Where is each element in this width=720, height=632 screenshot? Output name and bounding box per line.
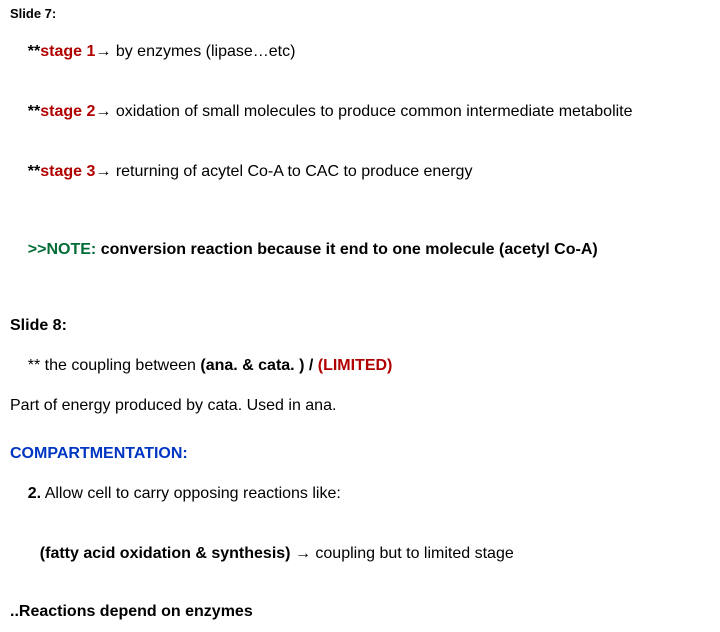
spacer (10, 434, 710, 444)
slide8-l1-pre: ** the coupling between (28, 357, 201, 374)
note-prefix: >>NOTE: (28, 241, 96, 258)
stage1-label: stage 1 (40, 43, 95, 60)
stage3-arrow: → (95, 163, 111, 180)
compartmentation-footer: ..Reactions depend on enzymes (10, 602, 710, 622)
spacer (10, 280, 710, 298)
compartmentation-num: 2. (28, 485, 41, 502)
document-page: Slide 7: **stage 1→ by enzymes (lipase…e… (0, 0, 720, 632)
slide8-l1-lim: (LIMITED) (318, 357, 393, 374)
stage3-label: stage 3 (40, 163, 95, 180)
stage2-prefix: ** (28, 103, 40, 120)
stage2-line: **stage 2→ oxidation of small molecules … (10, 82, 710, 142)
stage1-text: by enzymes (lipase…etc) (111, 43, 295, 60)
spacer (10, 584, 710, 602)
slide8-heading: Slide 8: (10, 316, 710, 336)
stage3-prefix: ** (28, 163, 40, 180)
slide8-l1-paren: (ana. & cata. ) (200, 357, 304, 374)
compartmentation-sub-paren: (fatty acid oxidation & synthesis) (40, 545, 291, 562)
stage3-line: **stage 3→ returning of acytel Co-A to C… (10, 142, 710, 202)
slide8-line2: Part of energy produced by cata. Used in… (10, 396, 710, 416)
stage1-line: **stage 1→ by enzymes (lipase…etc) (10, 22, 710, 82)
spacer (10, 298, 710, 316)
slide8-line1: ** the coupling between (ana. & cata. ) … (10, 336, 710, 396)
slide8-l1-slash: / (304, 357, 317, 374)
compartmentation-heading: COMPARTMENTATION: (10, 444, 710, 464)
compartmentation-sub-arrow: → (291, 545, 316, 562)
note-line: >>NOTE: conversion reaction because it e… (10, 220, 710, 280)
compartmentation-sub-text: coupling but to limited stage (315, 545, 513, 562)
compartmentation-item: 2. Allow cell to carry opposing reaction… (10, 464, 710, 524)
stage2-arrow: → (95, 103, 111, 120)
compartmentation-sub: (fatty acid oxidation & synthesis) → cou… (10, 524, 710, 584)
compartmentation-text: Allow cell to carry opposing reactions l… (41, 485, 341, 502)
spacer (10, 416, 710, 434)
stage3-text: returning of acytel Co-A to CAC to produ… (111, 163, 472, 180)
stage1-arrow: → (95, 43, 111, 60)
stage1-prefix: ** (28, 43, 40, 60)
spacer (10, 202, 710, 220)
stage2-text: oxidation of small molecules to produce … (111, 103, 632, 120)
slide7-heading: Slide 7: (10, 6, 710, 22)
note-text: conversion reaction because it end to on… (96, 241, 597, 258)
stage2-label: stage 2 (40, 103, 95, 120)
